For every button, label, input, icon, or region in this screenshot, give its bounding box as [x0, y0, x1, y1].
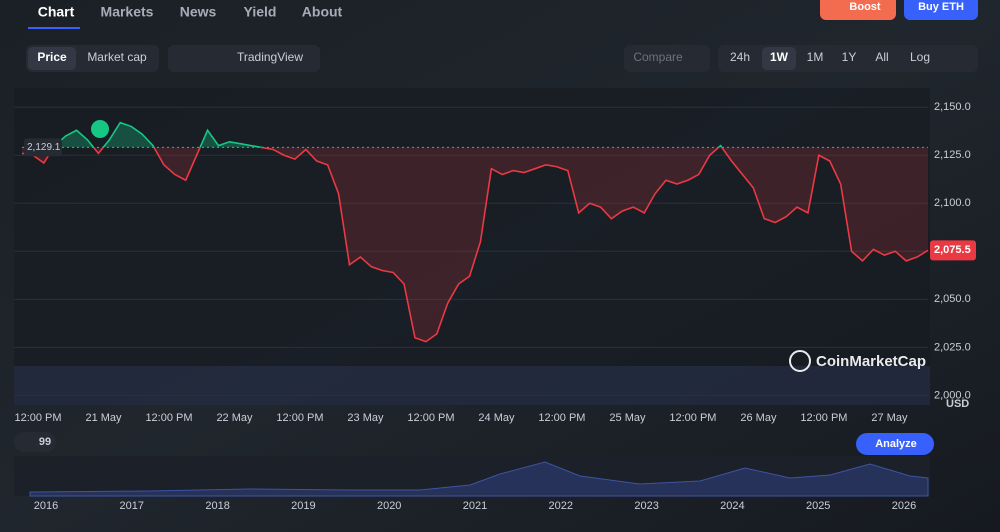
log-toggle[interactable]: Log: [910, 50, 930, 64]
logo: [789, 350, 811, 372]
nav-tab[interactable]: News: [180, 4, 217, 20]
toggle-option[interactable]: Price: [37, 50, 67, 64]
x-tick-label: 22 May: [216, 412, 253, 424]
compare-button[interactable]: [624, 45, 710, 72]
x-tick-label: 12:00 PM: [800, 412, 847, 424]
nav-tab[interactable]: About: [302, 4, 343, 20]
year-label: 2018: [205, 500, 229, 512]
plot-area: [14, 88, 930, 405]
nav-tab[interactable]: Markets: [101, 4, 154, 20]
year-label: 2025: [806, 500, 830, 512]
nav-tab[interactable]: Chart: [38, 4, 75, 20]
year-label: 2019: [291, 500, 315, 512]
range-active[interactable]: [762, 47, 796, 70]
ui: [14, 0, 978, 497]
boost-label: Boost: [849, 1, 881, 13]
year-label: 2024: [720, 500, 744, 512]
analyze-button[interactable]: [856, 433, 934, 455]
x-tick-label: 26 May: [740, 412, 777, 424]
currency: USD: [946, 398, 969, 410]
buy-label: Buy ETH: [918, 1, 964, 13]
y-tick-label: 2,125.0: [934, 149, 971, 161]
event-marker[interactable]: [91, 120, 109, 138]
range-option[interactable]: 1W: [770, 50, 789, 64]
year-label: 2021: [463, 500, 487, 512]
range-option[interactable]: All: [875, 50, 888, 64]
range-option[interactable]: 1M: [807, 50, 824, 64]
x-tick-label: 24 May: [478, 412, 515, 424]
y-tick-label: 2,050.0: [934, 293, 971, 305]
baseline-label: 2,129.1: [27, 142, 61, 153]
x-tick-label: 23 May: [347, 412, 384, 424]
y-tick-label: 2,100.0: [934, 197, 971, 209]
year-label: 2017: [120, 500, 144, 512]
volume-area: [14, 366, 930, 405]
compare-label: Compare: [633, 50, 683, 64]
year-label: 2023: [634, 500, 658, 512]
year-label: 2020: [377, 500, 401, 512]
badge: [14, 432, 56, 452]
year-label: 2016: [34, 500, 58, 512]
toggle-option[interactable]: Market cap: [87, 50, 147, 64]
nav-tab[interactable]: Yield: [244, 4, 277, 20]
x-tick-label: 21 May: [85, 412, 122, 424]
price-tag: [930, 240, 976, 261]
x-tick-label: 27 May: [871, 412, 908, 424]
price-tag-label: 2,075.5: [934, 244, 971, 256]
area-fill-up: [22, 122, 928, 148]
range-option[interactable]: 1Y: [842, 50, 857, 64]
badge-label: 99: [39, 436, 51, 448]
buy-button[interactable]: [904, 0, 978, 20]
x-tick-label: 12:00 PM: [669, 412, 716, 424]
x-tick-label: 25 May: [609, 412, 646, 424]
range-option[interactable]: 24h: [730, 50, 750, 64]
y-tick-label: 2,000.0: [934, 389, 971, 401]
x-tick-label: 12:00 PM: [407, 412, 454, 424]
baseline-tag: [24, 138, 62, 157]
analyze-label: Analyze: [875, 438, 917, 450]
y-tick-label: 2,150.0: [934, 101, 971, 113]
x-tick-label: 12:00 PM: [276, 412, 323, 424]
x-tick-label: 12:00 PM: [538, 412, 585, 424]
y-tick-label: 2,025.0: [934, 341, 971, 353]
year-label: 2026: [892, 500, 916, 512]
x-tick-label: 12:00 PM: [14, 412, 61, 424]
watermark: CoinMarketCap: [816, 353, 926, 370]
year-label: 2022: [549, 500, 573, 512]
tradingview-button[interactable]: TradingView: [237, 50, 303, 64]
boost-button[interactable]: [820, 0, 896, 20]
area-fill-down: [22, 147, 928, 342]
navigator-line: [29, 461, 929, 497]
price-line-down: [21, 147, 929, 343]
x-tick-label: 12:00 PM: [145, 412, 192, 424]
toggle-active[interactable]: [28, 47, 76, 70]
tool-group: [168, 45, 320, 72]
